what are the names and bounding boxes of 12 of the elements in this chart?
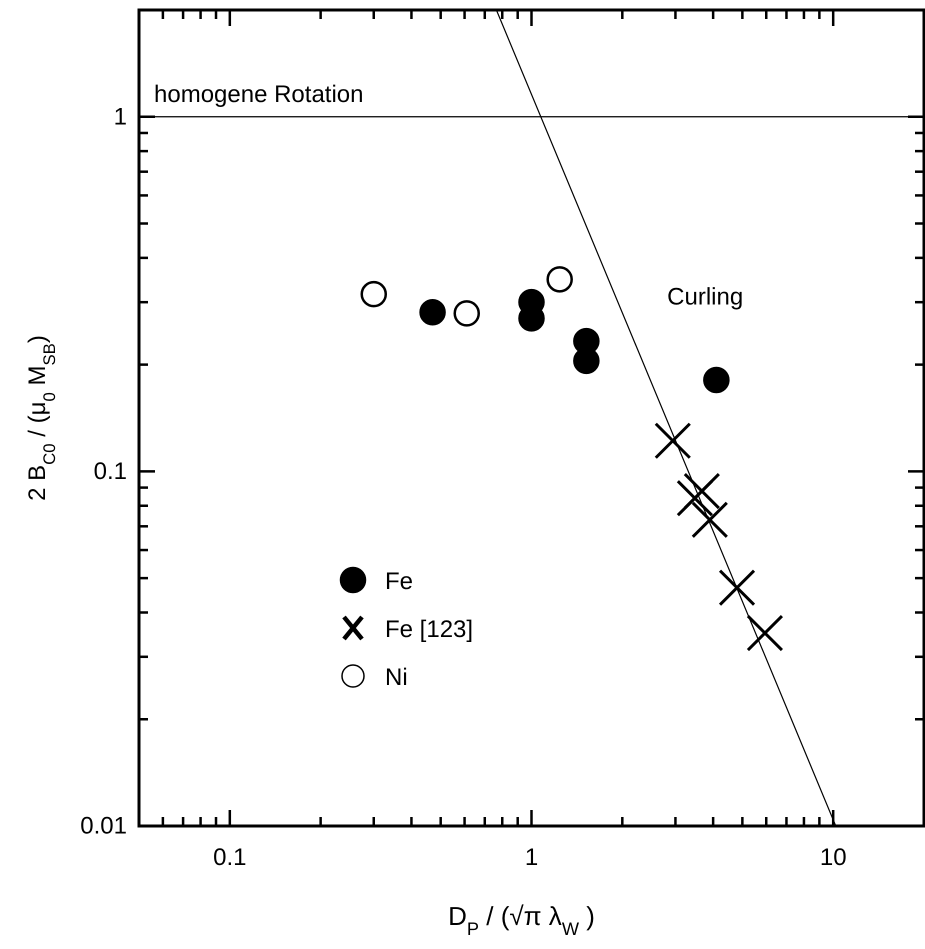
y-tick-label: 1 (114, 103, 127, 130)
y-tick-label: 0.01 (80, 812, 127, 840)
x-tick-label: 10 (820, 844, 847, 872)
x-tick-label: 1 (524, 844, 538, 872)
legend-label: Fe (385, 568, 414, 595)
legend-label: Fe [123] (385, 616, 474, 643)
legend-label: Ni (385, 664, 408, 691)
y-tick-label: 0.1 (94, 458, 127, 486)
x-axis-title: D$_{P}$ / (√π λ$_{W}$ ) (448, 901, 595, 939)
ref-line-label: homogene Rotation (154, 80, 364, 108)
series-label: Curling (667, 283, 744, 310)
x-tick-label: 0.1 (213, 844, 247, 872)
